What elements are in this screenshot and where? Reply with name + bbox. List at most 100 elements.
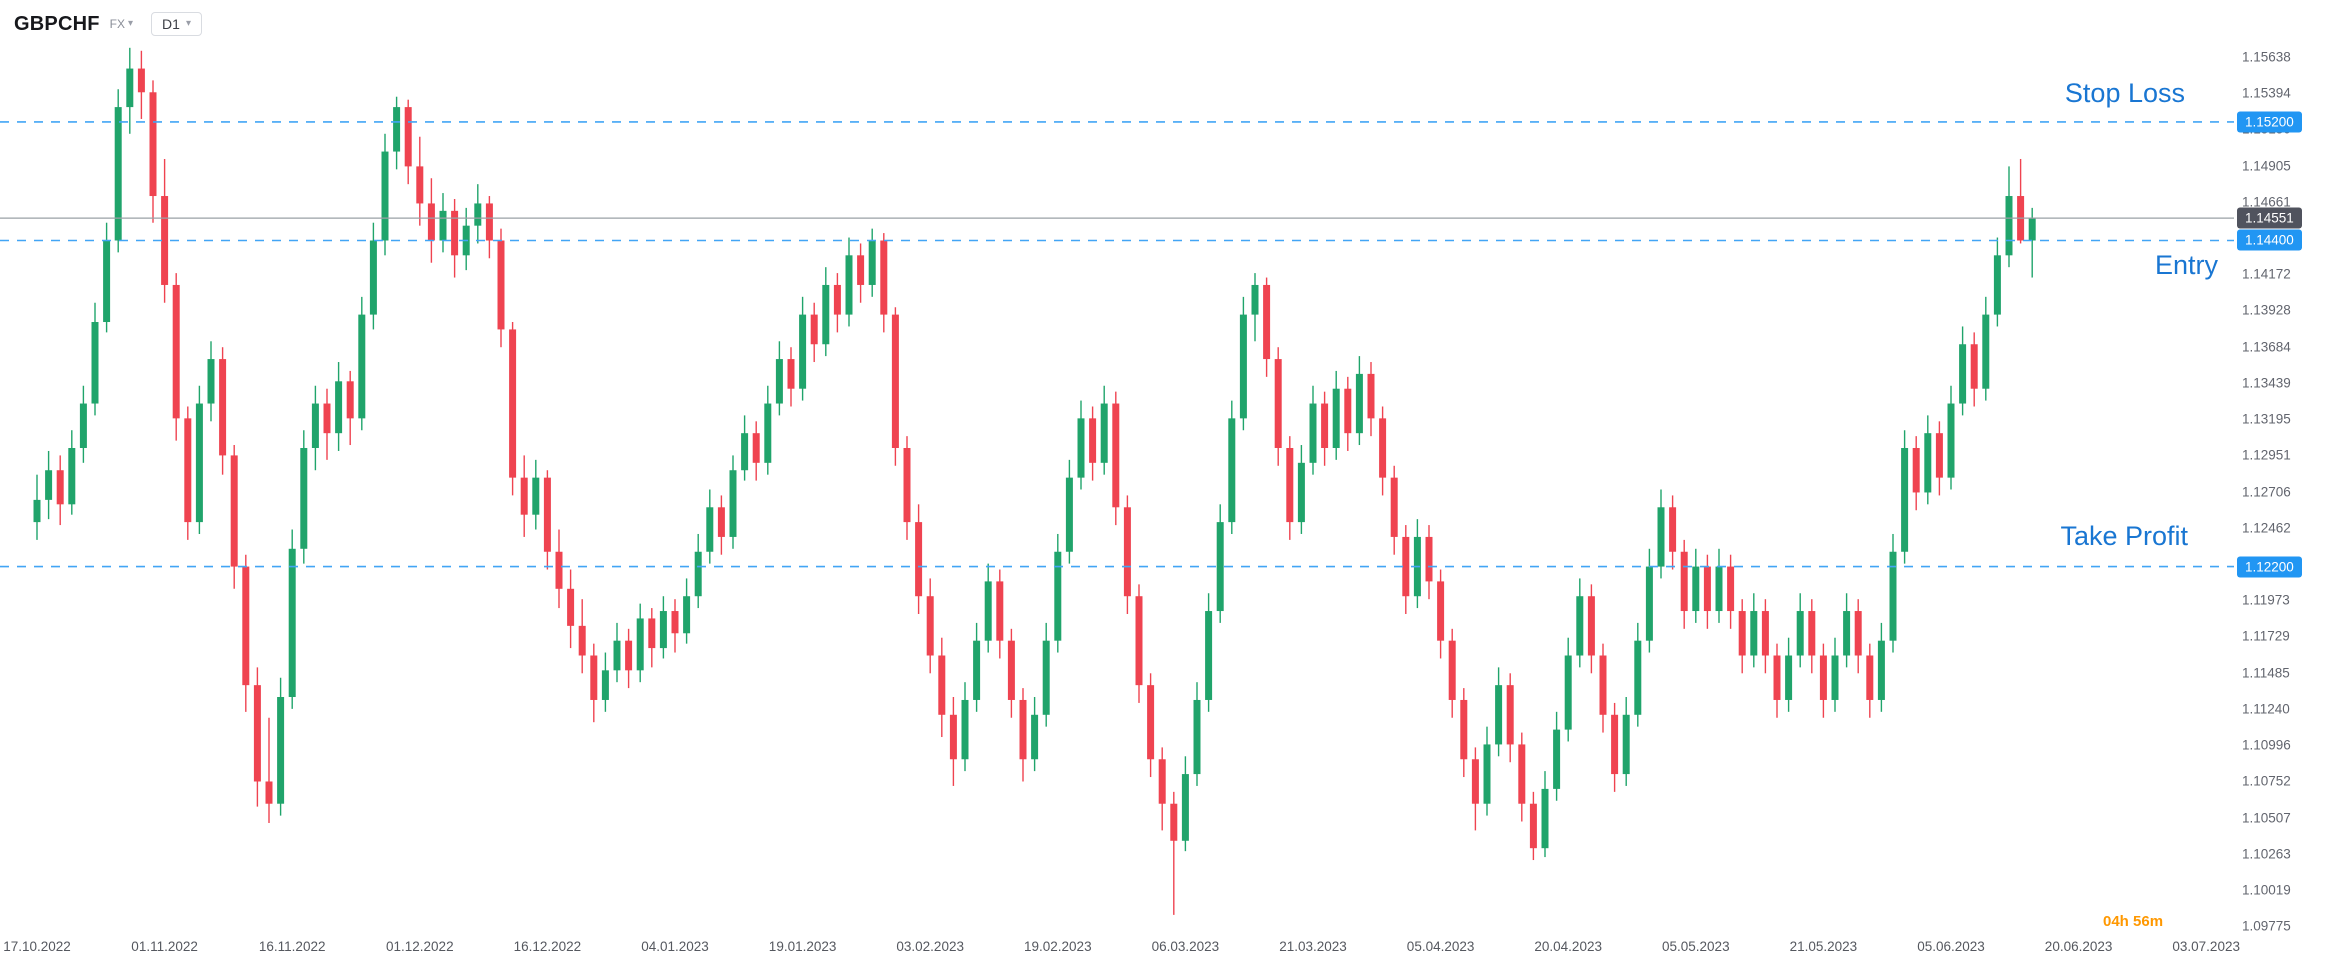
candle-body xyxy=(1205,611,1213,700)
market-selector[interactable]: FX ▾ xyxy=(110,17,133,31)
candle-body xyxy=(1947,403,1955,478)
stop-loss-label[interactable]: Stop Loss xyxy=(2064,77,2185,108)
timeframe-button[interactable]: D1 ▾ xyxy=(151,12,202,36)
price-tick: 1.10996 xyxy=(2242,737,2291,753)
candle-body xyxy=(497,240,505,330)
candle-body xyxy=(1587,596,1595,656)
candle-body xyxy=(207,359,215,404)
candle-body xyxy=(1309,403,1317,463)
candle-body xyxy=(578,625,586,656)
candle-body xyxy=(369,240,377,315)
candle-body xyxy=(1065,477,1073,552)
entry-label[interactable]: Entry xyxy=(2154,250,2218,281)
price-tick: 1.11485 xyxy=(2242,665,2290,681)
candle-body xyxy=(126,68,134,108)
date-tick: 01.12.2022 xyxy=(386,939,454,954)
candle-body xyxy=(1738,611,1746,656)
date-tick: 20.06.2023 xyxy=(2044,939,2113,954)
candle-body xyxy=(648,618,656,649)
candle-body xyxy=(1390,477,1398,537)
take-profit-label[interactable]: Take Profit xyxy=(2060,520,2188,551)
candle-body xyxy=(1808,611,1816,656)
candle-body xyxy=(1831,655,1839,700)
candle-body xyxy=(1750,611,1758,656)
candle-body xyxy=(393,107,401,152)
candle-body xyxy=(161,196,169,285)
candle-body xyxy=(1321,403,1329,448)
candle-body xyxy=(1901,447,1909,552)
candle-body xyxy=(775,359,783,404)
candle-body xyxy=(1553,729,1561,789)
date-tick: 05.06.2023 xyxy=(1917,939,1985,954)
candle-body xyxy=(717,507,725,537)
stop-loss-badge: 1.15200 xyxy=(2237,111,2302,133)
candle-body xyxy=(1680,551,1688,612)
candle-body xyxy=(1518,744,1526,804)
candle-body xyxy=(996,581,1004,641)
date-tick: 04.01.2023 xyxy=(641,939,709,954)
candle-body xyxy=(1251,284,1259,315)
candle-body xyxy=(984,581,992,641)
candle-body xyxy=(346,381,354,419)
candle-body xyxy=(1112,403,1120,508)
candle-body xyxy=(219,359,227,456)
candle-body xyxy=(1715,566,1723,612)
candle-body xyxy=(1239,314,1247,419)
candle-body xyxy=(1611,714,1619,775)
candle-body xyxy=(1843,611,1851,656)
candle-body xyxy=(195,403,203,523)
candle-body xyxy=(1727,566,1735,612)
candle-body xyxy=(427,203,435,241)
candle-body xyxy=(79,403,87,448)
candle-body xyxy=(833,284,841,315)
candle-body xyxy=(1193,699,1201,775)
candle-body xyxy=(474,203,482,226)
candle-body xyxy=(1541,788,1549,849)
date-axis[interactable]: 17.10.2022 01.11.2022 16.11.2022 01.12.2022… xyxy=(0,930,2240,968)
candle-body xyxy=(1379,418,1387,478)
candle-body xyxy=(822,284,830,345)
candle-body xyxy=(1773,655,1781,700)
symbol-label[interactable]: GBPCHF xyxy=(14,12,100,35)
candle-body xyxy=(1529,803,1537,849)
candle-body xyxy=(1297,462,1305,523)
take-profit-badge: 1.12200 xyxy=(2237,556,2302,578)
market-label: FX xyxy=(109,17,125,31)
candle-body xyxy=(659,611,667,649)
candle-body xyxy=(1216,522,1224,612)
price-axis[interactable]: 1.156381.153941.151501.149051.146611.144… xyxy=(2234,0,2346,934)
candle-body xyxy=(1959,344,1967,404)
candle-body xyxy=(1135,596,1143,686)
candle-body xyxy=(1889,551,1897,641)
candle-body xyxy=(729,470,737,537)
candle-body xyxy=(68,447,76,505)
candle-body xyxy=(1924,433,1932,493)
candle-body xyxy=(1866,655,1874,700)
candle-body xyxy=(509,329,517,478)
candle-body xyxy=(613,640,621,671)
date-tick: 01.11.2022 xyxy=(131,939,198,954)
candle-body xyxy=(1077,418,1085,478)
candle-body xyxy=(323,403,331,434)
candle-body xyxy=(799,314,807,389)
chevron-down-icon: ▾ xyxy=(185,18,191,29)
candle-body xyxy=(381,151,389,241)
price-tick: 1.13928 xyxy=(2242,302,2291,318)
candle-body xyxy=(1332,388,1340,448)
candle-body xyxy=(764,403,772,463)
candle-body xyxy=(253,685,261,782)
candle-body xyxy=(1854,611,1862,656)
candle-body xyxy=(265,781,273,804)
candle-body xyxy=(103,240,111,323)
candle-body xyxy=(1993,255,2001,315)
candle-body xyxy=(1437,581,1445,641)
candle-body xyxy=(741,433,749,471)
candle-body xyxy=(938,655,946,715)
candle-body xyxy=(91,322,99,404)
date-tick: 19.01.2023 xyxy=(768,939,837,954)
candlestick-chart[interactable] xyxy=(0,0,2234,930)
candle-body xyxy=(1657,507,1665,567)
price-tick: 1.12462 xyxy=(2242,520,2291,536)
candle-body xyxy=(149,92,157,197)
